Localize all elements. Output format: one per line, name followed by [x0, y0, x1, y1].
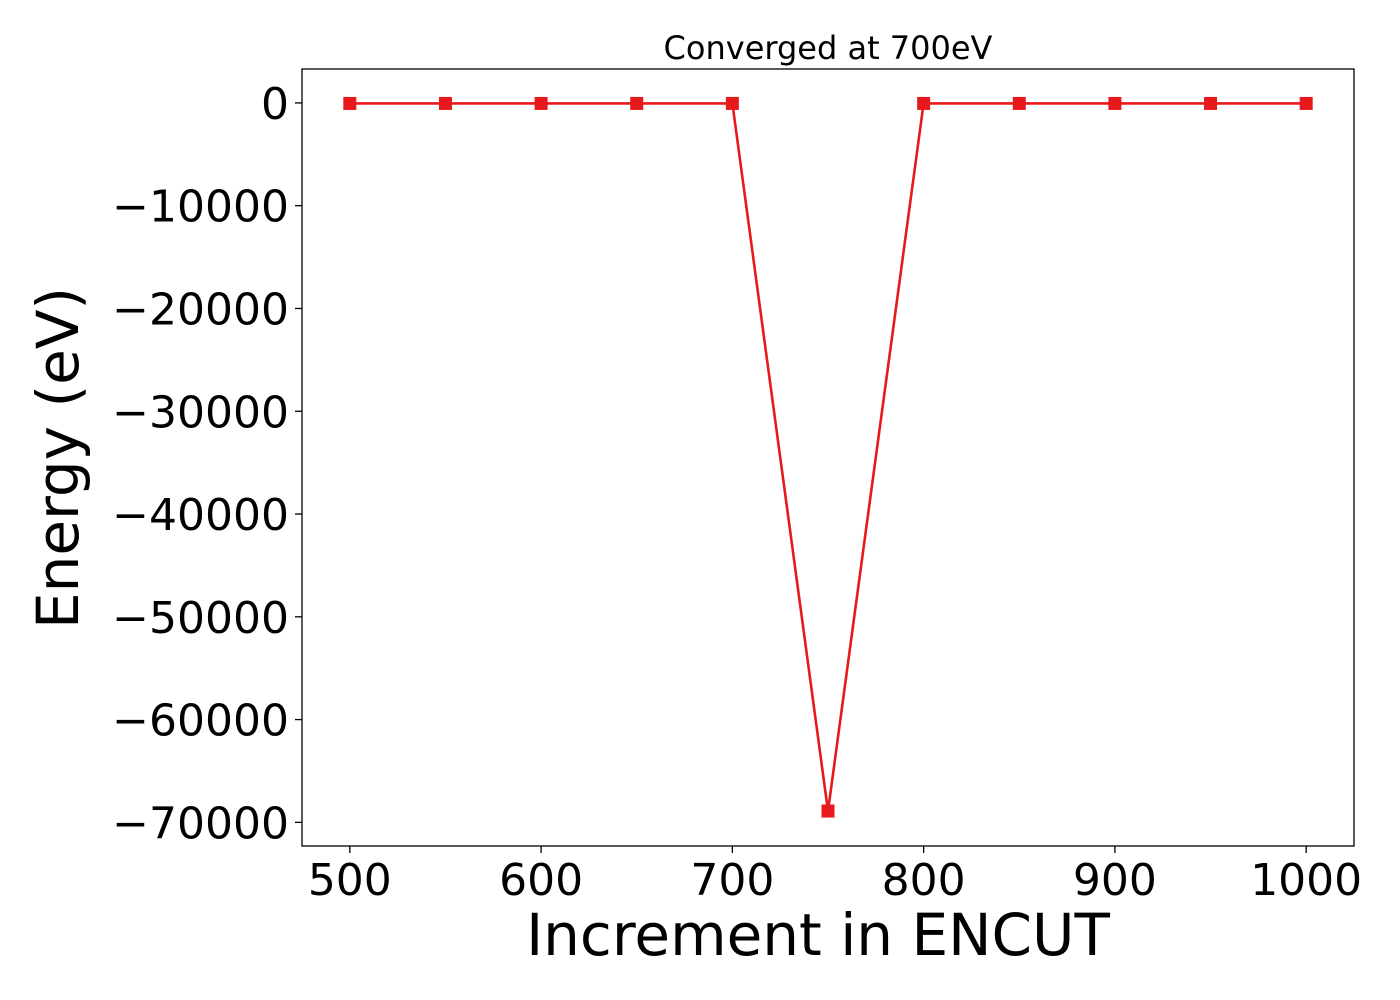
y-tick-label: −20000	[112, 284, 289, 335]
x-tick-label: 800	[882, 855, 966, 906]
plot-area	[343, 96, 1313, 818]
x-axis-label: Increment in ENCUT	[526, 901, 1110, 969]
data-point-marker	[1108, 96, 1122, 110]
x-tick-label: 900	[1073, 855, 1157, 906]
data-point-marker	[821, 804, 835, 818]
y-axis-ticks: 0 −10000 −20000 −30000 −40000 −50000 −60000 −70…	[112, 79, 302, 849]
data-point-marker	[1012, 96, 1026, 110]
plot-frame	[301, 68, 1355, 847]
y-tick-label: −70000	[112, 798, 289, 849]
x-tick-label: 1000	[1250, 855, 1362, 906]
x-tick-label: 700	[690, 855, 774, 906]
x-axis-ticks: 500 600 700 800 900 1000	[308, 846, 1362, 906]
y-tick-label: −40000	[112, 490, 289, 541]
y-tick-label: −60000	[112, 696, 289, 747]
y-tick-label: −10000	[112, 182, 289, 233]
data-point-marker	[917, 96, 931, 110]
series-line	[349, 102, 1307, 812]
chart-title: Converged at 700eV	[664, 29, 993, 67]
data-point-marker	[343, 96, 357, 110]
data-point-marker	[725, 96, 739, 110]
data-point-marker	[1299, 96, 1313, 110]
data-point-marker	[1204, 96, 1218, 110]
y-tick-label: −30000	[112, 387, 289, 438]
data-point-marker	[438, 96, 452, 110]
data-point-marker	[630, 96, 644, 110]
y-tick-label: −50000	[112, 593, 289, 644]
data-point-marker	[534, 96, 548, 110]
x-tick-label: 500	[308, 855, 392, 906]
y-axis-label: Energy (eV)	[24, 287, 92, 629]
x-tick-label: 600	[499, 855, 583, 906]
y-tick-label: 0	[261, 79, 289, 130]
